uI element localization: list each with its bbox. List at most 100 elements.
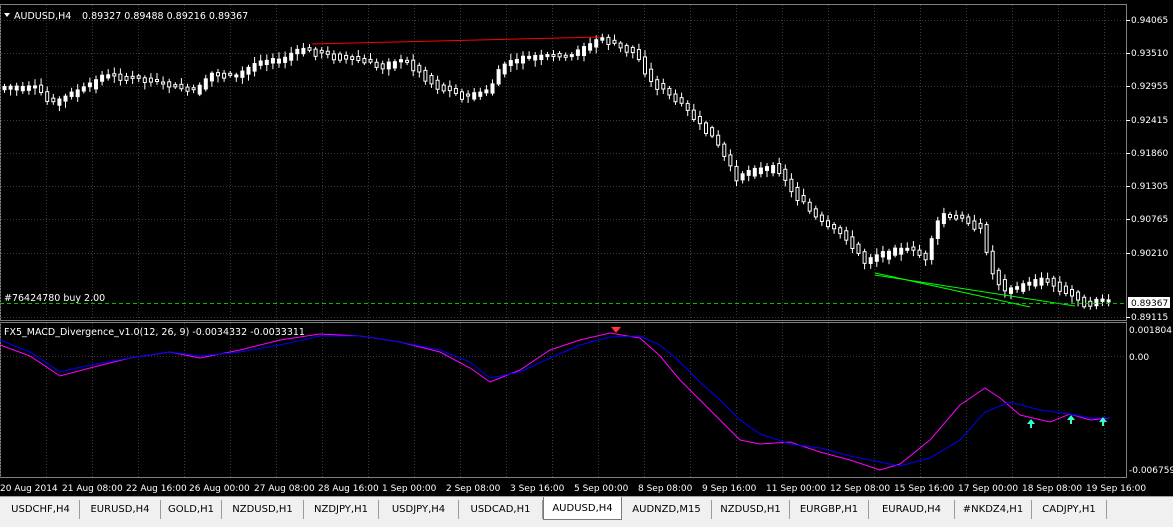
indicator-scale-bottom: -0.006759 — [1129, 466, 1173, 476]
candle-body — [252, 63, 257, 72]
candle-body — [161, 81, 166, 85]
candle-body — [453, 88, 458, 94]
indicator-scale-top: 0.001804 — [1129, 326, 1172, 336]
tab-usdchf-h4[interactable]: USDCHF,H4 — [2, 500, 80, 519]
candle-body — [643, 56, 647, 75]
candle-body — [582, 46, 586, 57]
chart-canvas[interactable]: #76424780 buy 2.00 AUDUSD,H4 0.89327 0.8… — [0, 0, 1173, 496]
time-tick-label: 21 Aug 08:00 — [62, 484, 123, 494]
indicator-label: FX5_MACD_Divergence_v1.0(12, 26, 9) -0.0… — [4, 327, 305, 338]
candle-body — [826, 220, 830, 228]
candle-body — [1015, 286, 1020, 290]
candle-body — [563, 54, 568, 58]
candle-body — [417, 64, 422, 73]
chevron-down-icon[interactable] — [4, 13, 10, 17]
candle-body — [472, 92, 477, 100]
candle-body — [405, 59, 410, 63]
candle-body — [923, 252, 928, 261]
tab-eurgbp-h1[interactable]: EURGBP,H1 — [790, 500, 869, 519]
candle-body — [954, 214, 959, 220]
candle-body — [746, 170, 751, 176]
tab-gold-h1[interactable]: GOLD,H1 — [161, 500, 222, 519]
price-tick-label: 0.91305 — [1131, 182, 1168, 192]
candle-body — [984, 224, 989, 253]
tab-euraud-h4[interactable]: EURAUD,H4 — [869, 500, 955, 519]
price-tick-label: 0.94065 — [1131, 16, 1168, 26]
current-price-box — [1128, 297, 1170, 308]
candle-body — [447, 85, 452, 92]
candle-body — [246, 66, 251, 75]
candle-body — [350, 56, 355, 60]
buy-arrow-icon — [1067, 415, 1075, 424]
candle-body — [996, 269, 1001, 286]
time-tick-label: 22 Aug 16:00 — [126, 484, 187, 494]
candle-body — [435, 79, 440, 90]
candle-body — [240, 70, 245, 78]
candle-body — [1039, 277, 1044, 286]
candle-body — [752, 167, 757, 177]
time-tick-label: 19 Sep 16:00 — [1086, 484, 1146, 494]
sell-arrow-icon — [611, 327, 621, 333]
candle-body — [673, 93, 678, 103]
candle-body — [1027, 281, 1032, 286]
price-tick-label: 0.93510 — [1131, 49, 1168, 59]
candle-body — [386, 61, 391, 70]
candle-body — [277, 58, 281, 64]
candle-body — [63, 95, 68, 102]
tab-usdjpy-h4[interactable]: USDJPY,H4 — [379, 500, 459, 519]
candle-body — [33, 85, 37, 89]
candle-body — [777, 163, 782, 175]
tab-cadjpy-h1[interactable]: CADJPY,H1 — [1032, 500, 1107, 519]
time-tick-label: 26 Aug 00:00 — [189, 484, 250, 494]
tab-audusd-h4[interactable]: AUDUSD,H4 — [543, 497, 622, 520]
candle-body — [1076, 291, 1081, 301]
candle-body — [8, 85, 13, 90]
tab-nzdusd-h1[interactable]: NZDUSD,H1 — [712, 500, 790, 519]
indicator-panel-frame — [0, 322, 1127, 478]
candle-body — [374, 61, 379, 68]
candle-body — [521, 55, 525, 64]
candle-body — [222, 72, 227, 79]
candle-body — [173, 84, 178, 88]
tab--nkdz4-h1[interactable]: #NKDZ4,H1 — [955, 500, 1032, 519]
candle-body — [2, 85, 7, 91]
candle-body — [868, 257, 873, 264]
candle-body — [216, 72, 220, 77]
candle-body — [429, 75, 434, 85]
candle-body — [39, 84, 44, 94]
time-tick-label: 20 Aug 2014 — [0, 484, 58, 494]
candle-body — [344, 54, 349, 60]
tab-audnzd-m15[interactable]: AUDNZD,M15 — [622, 500, 712, 519]
tab-nzdusd-h1[interactable]: NZDUSD,H1 — [222, 500, 304, 519]
candle-body — [124, 75, 129, 81]
time-tick-label: 12 Sep 08:00 — [830, 484, 890, 494]
candle-body — [368, 58, 373, 63]
candle-body — [295, 48, 300, 55]
order-label: #76424780 buy 2.00 — [4, 293, 105, 304]
candle-body — [722, 143, 727, 157]
candle-body — [758, 167, 763, 175]
candle-body — [313, 48, 318, 57]
ohlc-values: 0.89327 0.89488 0.89216 0.89367 — [82, 11, 248, 22]
candle-body — [87, 82, 92, 88]
bullish-divergence-line-2 — [874, 274, 1076, 307]
candle-body — [1088, 300, 1093, 307]
candle-body — [636, 49, 641, 61]
candle-body — [283, 56, 288, 63]
candle-body — [496, 69, 501, 85]
candle-body — [399, 59, 403, 63]
time-axis: 20 Aug 2014 21 Aug 08:00 22 Aug 16:00 26 Au… — [0, 484, 1146, 494]
candlesticks — [2, 33, 1111, 310]
candle-body — [14, 85, 19, 91]
price-tick-label: 0.90210 — [1131, 249, 1168, 259]
tab-eurusd-h4[interactable]: EURUSD,H4 — [80, 500, 161, 519]
candle-body — [478, 91, 483, 97]
candle-body — [618, 42, 623, 49]
candle-body — [112, 73, 117, 77]
chart-tabs: USDCHF,H4 EURUSD,H4 GOLD,H1 NZDUSD,H1 NZDJPY… — [0, 496, 1173, 527]
tab-nzdjpy-h1[interactable]: NZDJPY,H1 — [304, 500, 379, 519]
candle-body — [966, 216, 971, 224]
candle-body — [1009, 287, 1013, 294]
tab-usdcad-h1[interactable]: USDCAD,H1 — [459, 500, 543, 519]
candle-body — [929, 238, 934, 260]
